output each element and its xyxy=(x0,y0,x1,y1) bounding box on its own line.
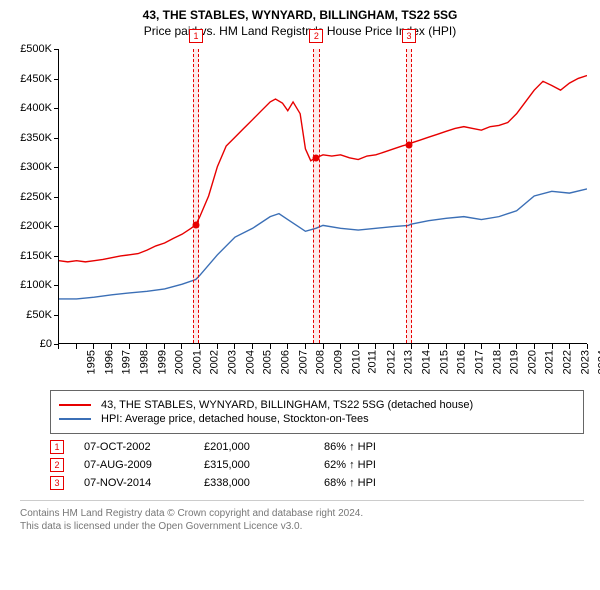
y-axis-label: £500K xyxy=(20,43,52,55)
event-dot xyxy=(313,155,320,162)
event-band xyxy=(406,49,412,343)
event-marker: 2 xyxy=(309,29,323,43)
event-dot xyxy=(193,222,200,229)
x-axis-label: 2016 xyxy=(456,350,468,374)
x-axis-label: 1996 xyxy=(103,350,115,374)
x-axis-label: 1995 xyxy=(85,350,97,374)
event-pct: 62% ↑ HPI xyxy=(324,459,584,471)
x-axis-label: 2018 xyxy=(491,350,503,374)
x-axis-label: 1999 xyxy=(156,350,168,374)
y-axis-label: £450K xyxy=(20,73,52,85)
x-axis-label: 1998 xyxy=(138,350,150,374)
x-axis-label: 2007 xyxy=(297,350,309,374)
x-axis-label: 2017 xyxy=(473,350,485,374)
event-pct: 68% ↑ HPI xyxy=(324,477,584,489)
x-axis-label: 2000 xyxy=(174,350,186,374)
x-axis-label: 2014 xyxy=(421,350,433,374)
x-axis-label: 2022 xyxy=(562,350,574,374)
x-axis-label: 2002 xyxy=(209,350,221,374)
license-line2: This data is licensed under the Open Gov… xyxy=(20,521,302,532)
y-axis-label: £150K xyxy=(20,250,52,262)
event-row: 1 07-OCT-2002£201,00086% ↑ HPI xyxy=(50,440,584,454)
y-axis-label: £400K xyxy=(20,102,52,114)
x-axis-label: 2010 xyxy=(350,350,362,374)
x-axis-label: 2021 xyxy=(544,350,556,374)
event-price: £338,000 xyxy=(204,477,324,489)
price-chart: 123 £0£50K£100K£150K£200K£250K£300K£350K… xyxy=(8,44,592,384)
event-marker: 1 xyxy=(189,29,203,43)
event-band xyxy=(193,49,199,343)
x-axis-label: 2004 xyxy=(244,350,256,374)
x-axis-label: 2013 xyxy=(403,350,415,374)
y-axis-label: £350K xyxy=(20,132,52,144)
event-list: 1 07-OCT-2002£201,00086% ↑ HPI 2 07-AUG-200… xyxy=(50,440,584,490)
x-axis-label: 2006 xyxy=(279,350,291,374)
event-pct: 86% ↑ HPI xyxy=(324,441,584,453)
x-axis-label: 1997 xyxy=(121,350,133,374)
title-address: 43, THE STABLES, WYNYARD, BILLINGHAM, TS… xyxy=(8,8,592,22)
legend-swatch-hpi xyxy=(59,418,91,420)
event-row-marker: 3 xyxy=(50,476,64,490)
event-row-marker: 1 xyxy=(50,440,64,454)
event-dot xyxy=(406,141,413,148)
x-axis-label: 2019 xyxy=(509,350,521,374)
y-axis-label: £200K xyxy=(20,220,52,232)
event-date: 07-NOV-2014 xyxy=(84,477,204,489)
x-axis-label: 2009 xyxy=(332,350,344,374)
event-marker: 3 xyxy=(402,29,416,43)
y-axis-label: £50K xyxy=(26,309,52,321)
title-subtitle: Price paid vs. HM Land Registry's House … xyxy=(8,24,592,38)
x-axis-label: 2011 xyxy=(367,350,379,374)
x-axis-label: 2005 xyxy=(262,350,274,374)
legend-label-property: 43, THE STABLES, WYNYARD, BILLINGHAM, TS… xyxy=(101,399,473,411)
y-axis-label: £300K xyxy=(20,161,52,173)
event-date: 07-AUG-2009 xyxy=(84,459,204,471)
x-axis-label: 2023 xyxy=(579,350,591,374)
x-axis-label: 2001 xyxy=(191,350,203,374)
x-axis-label: 2008 xyxy=(315,350,327,374)
legend: 43, THE STABLES, WYNYARD, BILLINGHAM, TS… xyxy=(50,390,584,434)
x-axis-label: 2015 xyxy=(438,350,450,374)
y-axis-label: £100K xyxy=(20,279,52,291)
event-price: £201,000 xyxy=(204,441,324,453)
event-band xyxy=(313,49,319,343)
license-line1: Contains HM Land Registry data © Crown c… xyxy=(20,508,363,519)
x-axis-label: 2012 xyxy=(385,350,397,374)
event-date: 07-OCT-2002 xyxy=(84,441,204,453)
event-row: 2 07-AUG-2009£315,00062% ↑ HPI xyxy=(50,458,584,472)
y-axis-label: £250K xyxy=(20,191,52,203)
x-axis-label: 2003 xyxy=(227,350,239,374)
event-price: £315,000 xyxy=(204,459,324,471)
legend-row-property: 43, THE STABLES, WYNYARD, BILLINGHAM, TS… xyxy=(59,399,575,411)
event-row-marker: 2 xyxy=(50,458,64,472)
legend-swatch-property xyxy=(59,404,91,406)
chart-title: 43, THE STABLES, WYNYARD, BILLINGHAM, TS… xyxy=(8,8,592,38)
x-axis-label: 2020 xyxy=(526,350,538,374)
license-notice: Contains HM Land Registry data © Crown c… xyxy=(20,500,584,533)
legend-row-hpi: HPI: Average price, detached house, Stoc… xyxy=(59,413,575,425)
y-axis-label: £0 xyxy=(40,338,52,350)
legend-label-hpi: HPI: Average price, detached house, Stoc… xyxy=(101,413,369,425)
event-row: 3 07-NOV-2014£338,00068% ↑ HPI xyxy=(50,476,584,490)
